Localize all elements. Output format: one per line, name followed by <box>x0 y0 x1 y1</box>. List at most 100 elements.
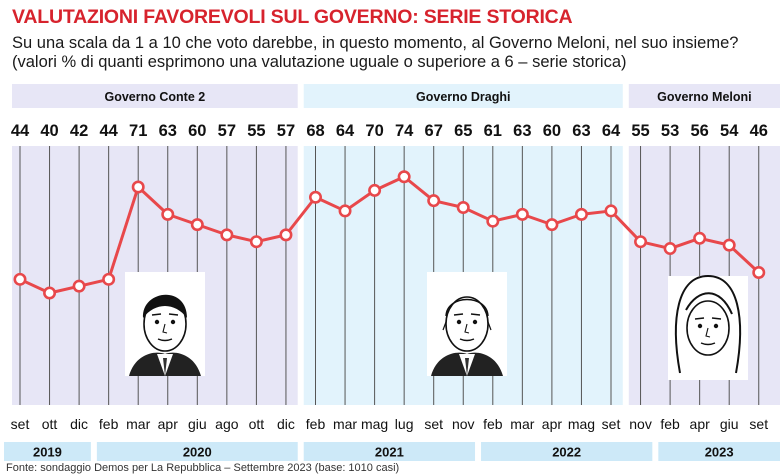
year-band <box>303 442 476 461</box>
x-tick-label: mar <box>510 416 534 432</box>
x-tick-label: dic <box>70 416 88 432</box>
data-point <box>427 194 441 208</box>
value-label: 53 <box>661 122 679 140</box>
x-tick-label: set <box>602 416 621 432</box>
x-tick-label: ott <box>249 416 265 432</box>
data-point <box>131 180 145 194</box>
chart-title: VALUTAZIONI FAVOREVOLI SUL GOVERNO: SERI… <box>12 6 573 28</box>
data-point <box>161 207 175 221</box>
year-label: 2022 <box>552 445 581 460</box>
government-header-band <box>303 84 623 108</box>
portraits <box>125 272 748 380</box>
x-tick-label: ott <box>42 416 58 432</box>
year-band <box>481 442 653 461</box>
x-tick-label: set <box>11 416 30 432</box>
x-tick-label: giu <box>720 416 739 432</box>
data-point <box>368 183 382 197</box>
value-label: 67 <box>425 122 443 140</box>
value-label: 70 <box>365 122 383 140</box>
value-label: 57 <box>277 122 295 140</box>
x-tick-label: feb <box>483 416 503 432</box>
x-tick-label: lug <box>395 416 414 432</box>
value-label: 44 <box>99 122 118 140</box>
value-label: 65 <box>454 122 472 140</box>
data-point <box>102 272 116 286</box>
value-label: 63 <box>159 122 177 140</box>
x-tick-label: dic <box>277 416 295 432</box>
x-tick-label: mag <box>361 416 388 432</box>
data-point <box>190 218 204 232</box>
x-tick-labels: set ott dic feb mar apr giu ago ott dic feb mar mag l… <box>11 416 769 432</box>
data-point <box>545 218 559 232</box>
data-point <box>220 228 234 242</box>
source-note: Fonte: sondaggio Demos per La Repubblica… <box>6 462 400 474</box>
data-point <box>397 170 411 184</box>
value-label: 44 <box>11 122 30 140</box>
x-tick-label: nov <box>452 416 475 432</box>
data-point <box>574 207 588 221</box>
government-label: Governo Draghi <box>416 90 510 104</box>
x-tick-label: set <box>424 416 443 432</box>
year-band <box>4 442 91 461</box>
data-point <box>634 235 648 249</box>
government-header-band <box>628 84 780 108</box>
x-tick-label: mar <box>333 416 357 432</box>
meloni-portrait-icon <box>668 274 748 380</box>
value-label: 74 <box>395 122 414 140</box>
year-label: 2023 <box>705 445 734 460</box>
year-band <box>658 442 780 461</box>
x-tick-label: mar <box>126 416 150 432</box>
value-label: 60 <box>543 122 561 140</box>
draghi-portrait-icon <box>427 272 507 376</box>
data-point <box>515 207 529 221</box>
year-bands: 2019 2020 2021 2022 2023 <box>4 442 780 461</box>
year-label: 2020 <box>183 445 212 460</box>
data-point <box>338 204 352 218</box>
x-tick-label: ago <box>215 416 239 432</box>
x-tick-label: set <box>749 416 768 432</box>
data-point <box>604 204 618 218</box>
data-point <box>663 242 677 256</box>
value-label: 60 <box>188 122 206 140</box>
government-header-band <box>12 84 298 108</box>
value-label: 56 <box>690 122 708 140</box>
value-label: 57 <box>218 122 236 140</box>
value-label: 55 <box>247 122 265 140</box>
year-label: 2019 <box>33 445 62 460</box>
value-label: 68 <box>306 122 324 140</box>
value-label: 46 <box>750 122 768 140</box>
x-tick-label: giu <box>188 416 207 432</box>
data-point <box>279 228 293 242</box>
data-point <box>456 201 470 215</box>
x-tick-label: nov <box>629 416 652 432</box>
data-point <box>693 231 707 245</box>
x-tick-label: feb <box>99 416 119 432</box>
data-point <box>486 214 500 228</box>
value-label: 63 <box>572 122 590 140</box>
chart-subtitle: Su una scala da 1 a 10 che voto darebbe,… <box>12 34 739 71</box>
x-tick-label: apr <box>690 416 711 432</box>
value-label: 42 <box>70 122 88 140</box>
value-label: 61 <box>484 122 502 140</box>
value-label: 40 <box>40 122 58 140</box>
series-line-path <box>19 175 760 295</box>
year-label: 2021 <box>375 445 404 460</box>
data-point <box>308 190 322 204</box>
government-label: Governo Conte 2 <box>105 90 206 104</box>
conte-portrait-icon <box>125 272 205 376</box>
x-tick-label: apr <box>542 416 563 432</box>
year-band <box>96 442 298 461</box>
value-label: 54 <box>720 122 739 140</box>
x-tick-label: feb <box>660 416 680 432</box>
government-label: Governo Meloni <box>657 90 751 104</box>
value-label: 63 <box>513 122 531 140</box>
value-label: 64 <box>336 122 355 140</box>
data-point <box>752 265 766 279</box>
value-label: 71 <box>129 122 147 140</box>
series-line <box>13 170 766 300</box>
value-labels: 44 40 42 44 71 63 60 57 55 57 68 64 70 74 67 65 61 63 60 63… <box>11 122 768 140</box>
x-tick-label: feb <box>306 416 326 432</box>
data-point <box>249 235 263 249</box>
value-label: 55 <box>631 122 649 140</box>
